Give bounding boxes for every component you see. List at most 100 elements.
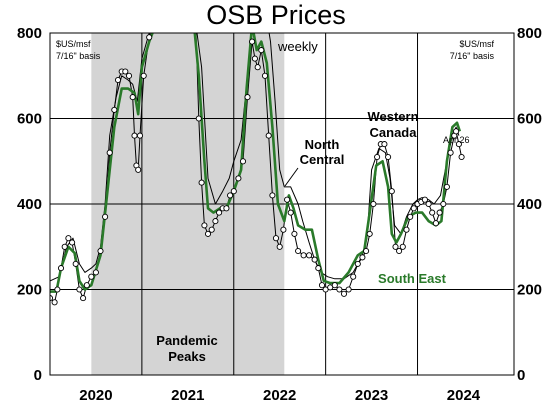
point-western-canada	[201, 222, 208, 229]
point-western-canada	[396, 247, 403, 255]
y-tick-right: 200	[517, 282, 542, 299]
point-western-canada	[370, 200, 377, 208]
y-tick-right: 400	[517, 196, 542, 213]
point-western-canada	[227, 192, 234, 199]
point-western-canada	[146, 34, 153, 41]
point-western-canada	[403, 226, 410, 233]
point-western-canada	[300, 252, 307, 259]
point-western-canada	[311, 256, 318, 263]
point-western-canada	[429, 209, 436, 216]
point-western-canada	[258, 47, 265, 54]
point-western-canada	[453, 128, 460, 135]
point-western-canada	[57, 265, 65, 272]
chart-title: OSB Prices	[206, 0, 346, 30]
point-western-canada	[223, 205, 230, 212]
point-western-canada	[61, 243, 68, 250]
point-western-canada	[212, 218, 219, 225]
x-tick-2023: 2023	[355, 387, 388, 404]
unit-left-line1: $US/msf	[56, 39, 91, 49]
point-western-canada	[318, 282, 326, 289]
point-western-canada	[359, 254, 366, 261]
point-western-canada	[208, 226, 215, 233]
point-western-canada	[106, 149, 113, 156]
point-western-canada	[125, 72, 133, 79]
unit-left-line2: 7/16" basis	[56, 51, 101, 61]
point-western-canada	[265, 132, 272, 139]
y-tick-left: 0	[34, 367, 42, 384]
point-western-canada	[204, 230, 212, 237]
point-western-canada	[198, 179, 205, 186]
point-western-canada	[80, 295, 87, 302]
label-north-central-line2: Central	[300, 152, 345, 167]
pandemic-label-line2: Peaks	[168, 349, 206, 364]
point-western-canada	[135, 166, 142, 173]
y-tick-left: 600	[17, 111, 42, 128]
point-western-canada	[280, 226, 287, 233]
point-western-canada	[366, 230, 373, 237]
label-north-central-line1: North	[305, 137, 340, 152]
point-western-canada	[69, 239, 76, 246]
unit-right-line2: 7/16" basis	[450, 51, 495, 61]
label-western-canada-line2: Canada	[370, 125, 418, 140]
point-western-canada	[131, 132, 138, 139]
point-western-canada	[345, 286, 352, 293]
series-lines	[50, 33, 463, 303]
y-ticks-left: 0 200 400 600 800	[17, 25, 42, 384]
series-line-south-east	[50, 33, 462, 293]
point-western-canada	[136, 132, 144, 139]
point-western-canada	[65, 235, 72, 242]
point-western-canada	[436, 209, 443, 216]
series-line-western-canada	[50, 33, 463, 303]
point-western-canada	[455, 141, 462, 148]
point-western-canada	[284, 196, 291, 203]
y-tick-right: 0	[517, 367, 525, 384]
point-western-canada	[306, 252, 313, 259]
point-western-canada	[388, 188, 395, 195]
point-western-canada	[193, 5, 198, 10]
point-western-canada	[350, 273, 357, 280]
point-western-canada	[216, 209, 223, 216]
point-western-canada	[399, 243, 406, 250]
point-western-canada	[291, 230, 298, 237]
point-western-canada	[340, 290, 348, 297]
point-western-canada	[72, 260, 79, 267]
point-western-canada	[122, 68, 129, 75]
point-western-canada	[235, 175, 242, 182]
label-south-east: South East	[378, 271, 447, 286]
point-western-canada	[92, 269, 99, 276]
point-western-canada	[440, 200, 447, 208]
y-tick-left: 400	[17, 196, 42, 213]
point-western-canada	[244, 94, 251, 101]
point-western-canada	[287, 209, 294, 216]
point-western-canada	[447, 149, 454, 156]
point-western-canada	[354, 260, 361, 267]
y-ticks-right: 0 200 400 600 800	[517, 25, 542, 384]
point-western-canada	[114, 76, 122, 84]
point-western-canada	[88, 273, 95, 280]
point-western-canada	[385, 153, 392, 161]
point-western-canada	[421, 196, 428, 203]
point-western-canada	[458, 153, 465, 161]
unit-right-line1: $US/msf	[459, 39, 494, 49]
label-western-canada-line1: Western	[367, 109, 418, 124]
point-western-canada	[363, 247, 370, 255]
point-western-canada	[331, 282, 338, 289]
point-western-canada	[410, 205, 417, 212]
point-western-canada	[254, 64, 261, 71]
point-western-canada	[295, 247, 302, 255]
point-western-canada	[407, 213, 414, 220]
x-tick-2020: 2020	[79, 387, 112, 404]
point-western-canada	[239, 158, 247, 165]
frequency-label: weekly	[277, 39, 318, 54]
point-western-canada	[336, 286, 343, 293]
point-western-canada	[230, 188, 237, 195]
north-central-pointer	[284, 167, 299, 187]
point-western-canada	[140, 72, 147, 79]
point-western-canada	[269, 192, 276, 199]
y-tick-right: 800	[517, 25, 542, 42]
point-western-canada	[432, 220, 439, 227]
label-apr26: Apr 26	[443, 135, 470, 145]
point-western-canada	[76, 286, 83, 293]
point-western-canada	[195, 115, 202, 122]
